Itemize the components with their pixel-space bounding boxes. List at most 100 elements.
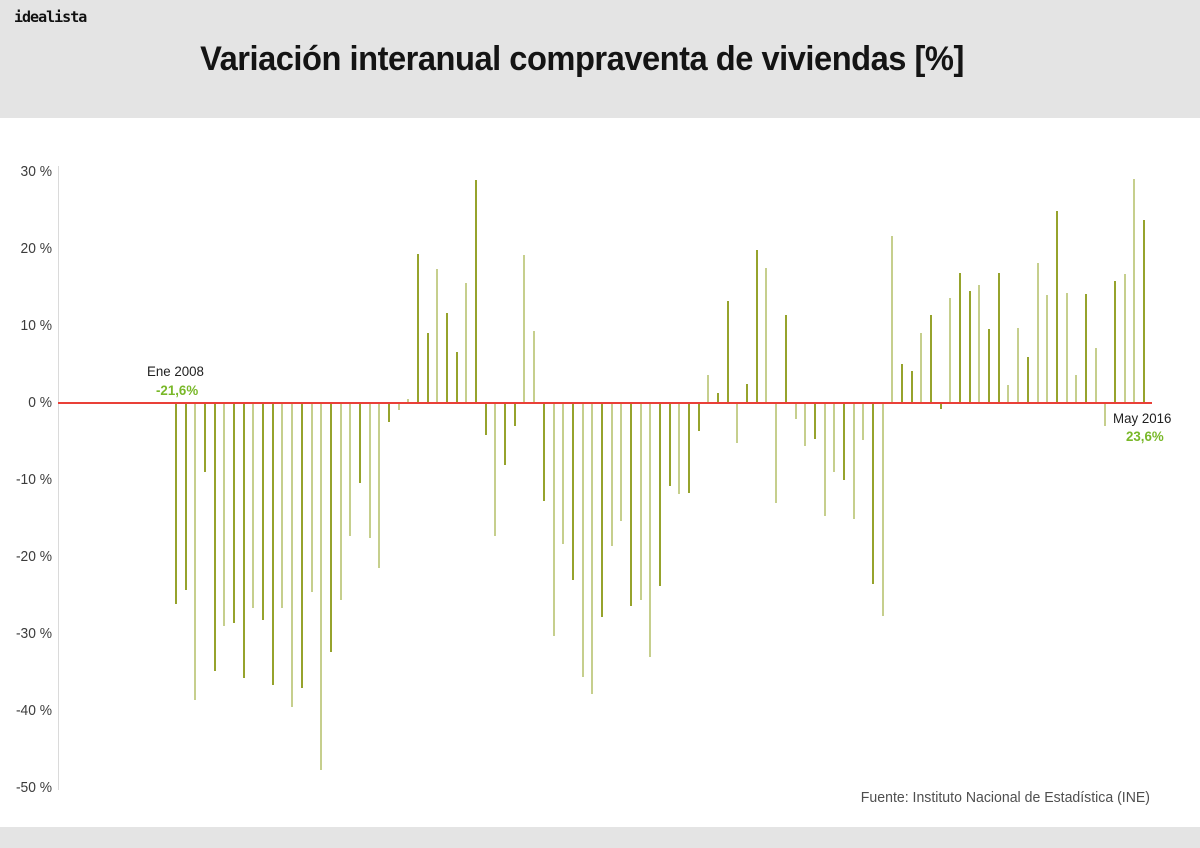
bar [591,404,594,695]
bar [1065,292,1068,402]
y-tick-label: -50 % [15,779,52,796]
bar [1094,348,1097,402]
bar [494,404,497,536]
zero-baseline [58,402,1152,404]
annotation-end-value: 23,6% [1126,428,1164,444]
bar [813,404,816,440]
bar [678,404,681,495]
bar [436,268,439,402]
bar [862,404,865,441]
bar [368,404,371,538]
bar [407,398,410,402]
bar [1084,294,1087,402]
bar [629,404,632,606]
bar [688,404,691,493]
bar [717,392,720,402]
footer-band [0,827,1200,848]
bar [736,404,739,444]
bar [978,284,981,402]
bar [465,282,468,402]
bar [997,272,1000,402]
bar [823,404,826,516]
y-tick-label: 30 % [20,163,52,180]
bar [794,404,797,419]
annotation-start-value: -21,6% [156,382,199,398]
bar [426,333,429,402]
bar [581,404,584,678]
bar [300,404,303,689]
bar [755,250,758,402]
bar [804,404,807,446]
bar [639,404,642,600]
bar [262,404,265,621]
bar [1017,328,1020,402]
chart-title: Variación interanual compraventa de vivi… [200,40,964,78]
bar [552,404,555,636]
bar [968,291,971,402]
bar [949,298,952,402]
bar [620,404,623,522]
bar [833,404,836,472]
bar [959,273,962,402]
bar [533,331,536,402]
bar [513,404,516,427]
bar [726,301,729,402]
bar [204,404,207,472]
bar [1075,375,1078,402]
bar [775,404,778,504]
bar [649,404,652,658]
bar [1104,404,1107,426]
bar [891,236,894,402]
bar [194,404,197,700]
bar [1026,356,1029,402]
bar [242,404,245,679]
bar [213,404,216,672]
y-tick-label: 20 % [20,240,52,257]
y-tick-label: -40 % [15,702,52,719]
bar [310,404,313,592]
bar [271,404,274,686]
bar [784,314,787,402]
bar [387,404,390,423]
bar [920,332,923,402]
bar [562,404,565,545]
bar [1036,262,1039,402]
bar [939,404,942,409]
bar [1055,211,1058,402]
chart-area [0,118,1200,826]
y-tick-label: 10 % [20,317,52,334]
bar [417,254,419,402]
bar [852,404,855,519]
bar [910,371,913,402]
bar [571,404,574,580]
bar [349,404,352,537]
annotation-end-label: May 2016 [1113,410,1172,426]
bar [252,404,255,609]
bar [1133,178,1136,402]
y-tick-label: -20 % [15,548,52,565]
y-axis-line [58,166,59,790]
bar [881,404,884,616]
bar [184,404,187,590]
bar [378,404,381,568]
bar [455,351,458,402]
bar [600,404,603,618]
header-band: idealista Variación interanual compraven… [0,0,1200,118]
bar [291,404,294,707]
bar [659,404,661,586]
bar [988,328,991,402]
bar [1143,220,1145,402]
bar [504,404,507,465]
bar [446,312,449,402]
bar [697,404,700,431]
y-tick-label: -30 % [15,625,52,642]
idealista-logo: idealista [14,8,87,26]
bar [1113,281,1116,402]
bar [842,404,845,481]
bar [329,404,332,652]
bar [281,404,284,609]
bar [746,383,749,402]
bar [901,363,903,402]
bar [668,404,671,486]
bar [233,404,236,623]
